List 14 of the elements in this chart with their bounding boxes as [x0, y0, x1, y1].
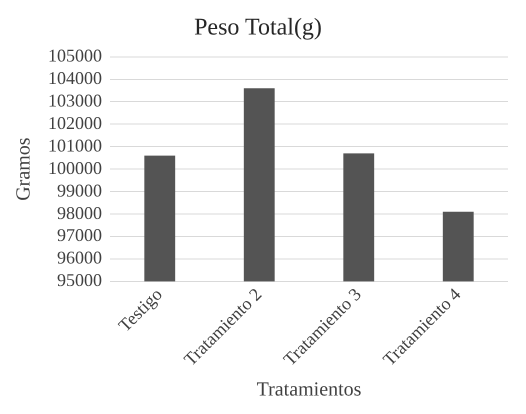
- y-tick-label: 99000: [57, 180, 102, 200]
- y-tick-label: 102000: [48, 112, 102, 133]
- y-tick-label: 95000: [57, 270, 102, 290]
- y-tick-label: 104000: [48, 68, 102, 88]
- x-axis-title: Tratamientos: [256, 378, 362, 400]
- y-tick-label: 96000: [57, 248, 102, 268]
- y-tick-label: 97000: [57, 225, 102, 246]
- y-tick-label: 105000: [48, 46, 102, 66]
- y-tick-label: 101000: [48, 135, 102, 156]
- y-tick-label: 100000: [48, 158, 102, 178]
- y-tick-label: 98000: [57, 202, 102, 223]
- chart-title: Peso Total(g): [194, 14, 322, 41]
- y-axis-title: Gramos: [12, 137, 34, 201]
- y-tick-label: 103000: [48, 90, 102, 110]
